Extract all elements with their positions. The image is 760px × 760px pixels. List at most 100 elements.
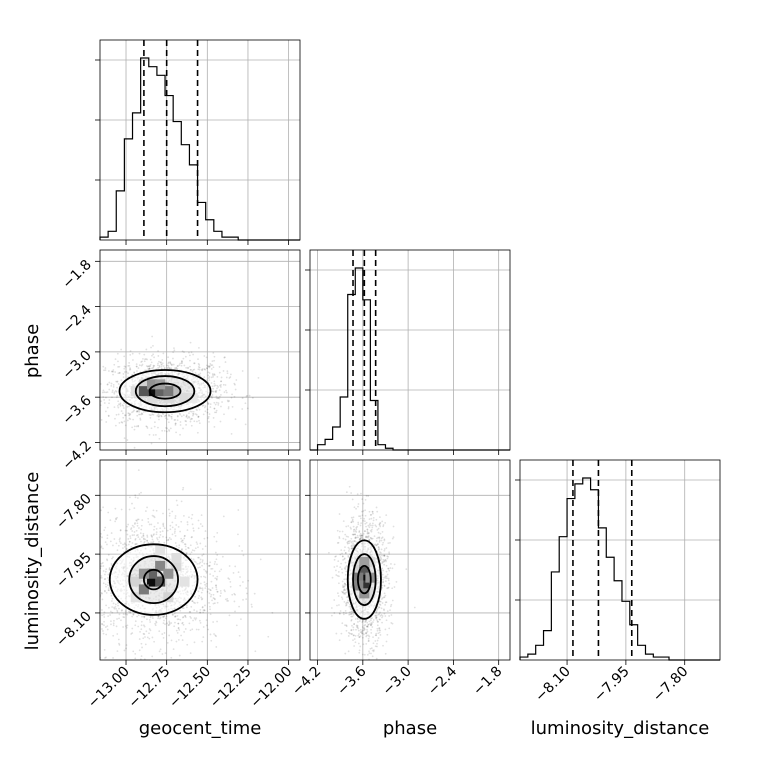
sample-point bbox=[234, 565, 237, 568]
sample-point bbox=[387, 586, 390, 589]
density-cell bbox=[155, 576, 166, 587]
sample-point bbox=[341, 585, 344, 588]
sample-point bbox=[380, 598, 383, 601]
sample-point bbox=[350, 537, 353, 540]
x-tick-label: −2.4 bbox=[425, 663, 460, 698]
sample-point bbox=[192, 414, 194, 417]
sample-point bbox=[126, 533, 129, 536]
sample-point bbox=[105, 421, 108, 423]
sample-point bbox=[383, 549, 386, 552]
sample-point bbox=[164, 414, 167, 417]
sample-point bbox=[128, 414, 130, 417]
sample-point bbox=[125, 647, 128, 650]
sample-point bbox=[257, 376, 260, 379]
sample-point bbox=[360, 536, 362, 539]
sample-point bbox=[104, 367, 107, 369]
sample-point bbox=[232, 572, 235, 574]
sample-point bbox=[382, 541, 385, 544]
sample-point bbox=[204, 545, 207, 548]
sample-point bbox=[164, 623, 166, 626]
sample-point bbox=[350, 521, 353, 524]
sample-point bbox=[100, 509, 102, 512]
sample-point bbox=[161, 362, 164, 365]
sample-point bbox=[182, 486, 185, 489]
sample-point bbox=[205, 624, 208, 627]
sample-point bbox=[121, 421, 124, 424]
sample-point bbox=[186, 643, 189, 646]
sample-point bbox=[215, 584, 217, 587]
sample-point bbox=[200, 598, 203, 601]
sample-point bbox=[181, 616, 184, 619]
sample-point bbox=[343, 567, 346, 570]
sample-point bbox=[353, 539, 356, 542]
sample-point bbox=[152, 353, 154, 356]
sample-point bbox=[133, 371, 136, 374]
sample-point bbox=[157, 362, 159, 365]
sample-point bbox=[375, 657, 378, 660]
sample-point bbox=[338, 513, 341, 515]
sample-point bbox=[185, 366, 188, 369]
sample-point bbox=[160, 414, 163, 417]
sample-point bbox=[167, 415, 170, 417]
sample-point bbox=[367, 623, 370, 626]
sample-point bbox=[189, 418, 192, 421]
sample-point bbox=[346, 596, 349, 598]
sample-point bbox=[388, 627, 391, 630]
sample-point bbox=[351, 624, 353, 627]
sample-point bbox=[189, 544, 192, 547]
sample-point bbox=[122, 613, 125, 616]
sample-point bbox=[140, 491, 142, 494]
contour-line bbox=[118, 369, 212, 414]
sample-point bbox=[129, 418, 132, 421]
sample-point bbox=[216, 590, 219, 593]
sample-point bbox=[382, 578, 384, 581]
sample-point bbox=[173, 349, 176, 352]
sample-point bbox=[134, 620, 137, 623]
sample-point bbox=[383, 554, 386, 557]
sample-point bbox=[223, 391, 226, 394]
sample-point bbox=[197, 415, 200, 418]
sample-point bbox=[146, 425, 148, 428]
sample-point bbox=[369, 624, 372, 627]
sample-point bbox=[93, 546, 95, 548]
sample-point bbox=[100, 576, 103, 579]
sample-point bbox=[206, 590, 209, 593]
sample-point bbox=[371, 524, 374, 527]
sample-point bbox=[189, 365, 191, 368]
sample-point bbox=[110, 532, 113, 534]
sample-point bbox=[93, 395, 95, 397]
sample-point bbox=[354, 533, 357, 536]
sample-point bbox=[350, 516, 353, 519]
sample-point bbox=[151, 615, 154, 618]
sample-point bbox=[385, 619, 388, 622]
sample-point bbox=[186, 521, 189, 523]
sample-point bbox=[216, 590, 219, 593]
sample-point bbox=[132, 418, 135, 421]
sample-point bbox=[106, 383, 109, 386]
sample-point bbox=[207, 628, 210, 631]
sample-point bbox=[212, 374, 214, 377]
sample-point bbox=[188, 416, 191, 419]
sample-point bbox=[381, 536, 384, 539]
sample-point bbox=[94, 544, 96, 546]
sample-point bbox=[343, 588, 346, 591]
sample-point bbox=[209, 406, 212, 408]
sample-point bbox=[177, 627, 180, 630]
sample-point bbox=[137, 409, 140, 411]
sample-point bbox=[226, 372, 229, 375]
sample-point bbox=[124, 613, 127, 616]
sample-point bbox=[101, 623, 104, 626]
sample-point bbox=[373, 649, 375, 652]
sample-point bbox=[135, 365, 138, 368]
sample-point bbox=[117, 413, 120, 416]
sample-point bbox=[212, 593, 215, 596]
sample-point bbox=[157, 615, 160, 618]
sample-point bbox=[363, 628, 366, 631]
sample-point bbox=[345, 570, 348, 573]
sample-point bbox=[146, 427, 149, 429]
sample-point bbox=[187, 367, 189, 370]
sample-point bbox=[381, 567, 384, 570]
sample-point bbox=[182, 427, 184, 430]
sample-point bbox=[380, 548, 383, 551]
sample-point bbox=[225, 389, 227, 392]
